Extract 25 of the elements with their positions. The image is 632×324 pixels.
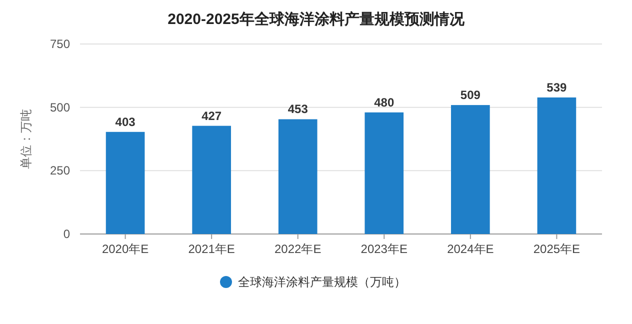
bar [537, 97, 576, 234]
bar [364, 112, 404, 234]
data-label: 403 [115, 114, 136, 129]
x-tick-label: 2023年E [360, 242, 408, 256]
x-tick-label: 2021年E [188, 242, 235, 256]
bar [278, 119, 318, 234]
y-tick-label: 750 [50, 37, 70, 51]
bar [451, 105, 490, 234]
y-tick-label: 250 [50, 164, 70, 178]
x-tick-label: 2024年E [447, 242, 494, 256]
x-tick-label: 2020年E [102, 242, 149, 256]
y-tick-label: 500 [50, 100, 70, 114]
x-tick-label: 2025年E [533, 242, 580, 256]
data-label: 427 [202, 108, 222, 123]
data-label: 480 [374, 95, 394, 110]
data-label: 453 [288, 102, 308, 116]
bar [192, 126, 231, 234]
data-label: 539 [546, 80, 568, 94]
y-axis-title: 单位：万吨 [19, 109, 33, 169]
data-label: 509 [460, 88, 481, 102]
bar [106, 132, 145, 234]
y-tick-label: 0 [63, 227, 70, 241]
x-tick-label: 2022年E [274, 242, 322, 256]
chart-title: 2020-2025年全球海洋涂料产量规模预测情况 [168, 11, 466, 28]
legend-label: 全球海洋涂料产量规模（万吨） [238, 275, 406, 289]
